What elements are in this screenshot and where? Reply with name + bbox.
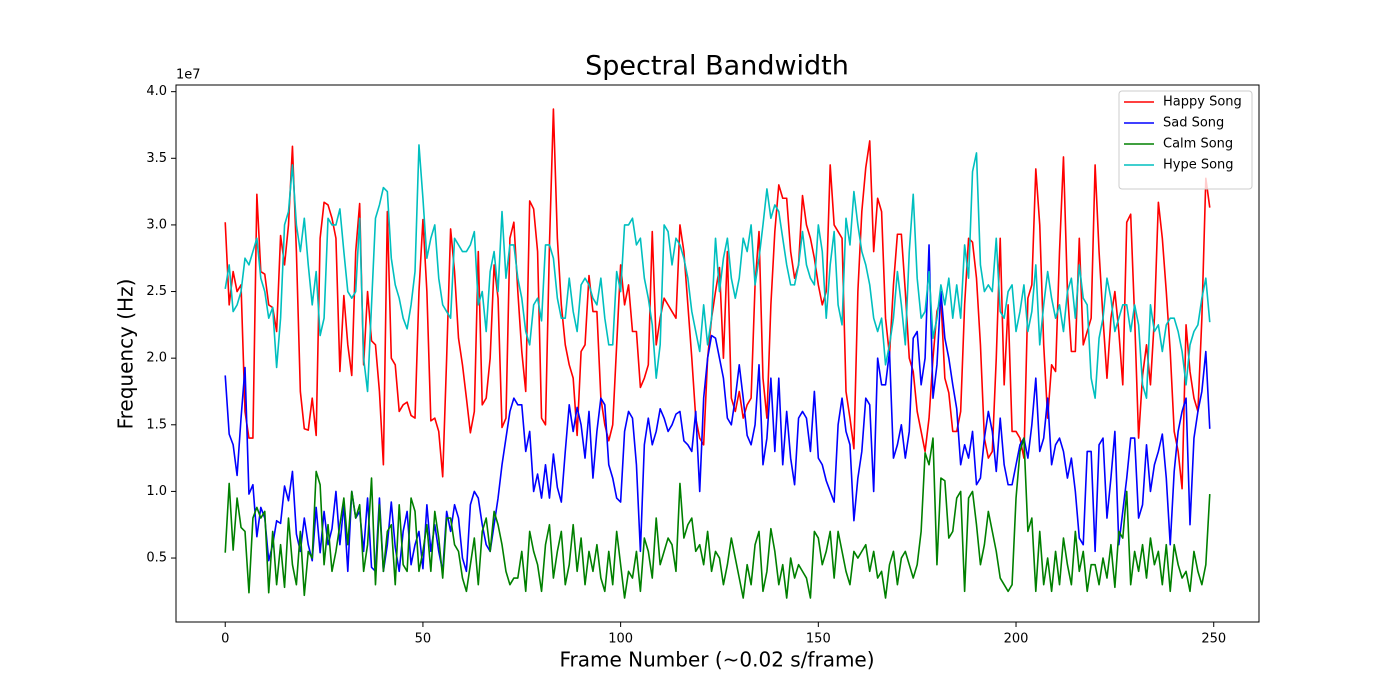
x-tick-label: 100 — [608, 632, 633, 647]
x-tick-label: 200 — [1004, 632, 1029, 647]
legend-label: Happy Song — [1163, 95, 1242, 110]
legend-label: Sad Song — [1163, 116, 1224, 131]
y-axis-label: Frequency (Hz) — [114, 279, 138, 430]
x-tick-label: 0 — [221, 632, 229, 647]
x-axis-label: Frame Number (~0.02 s/frame) — [559, 648, 874, 672]
line-series — [224, 144, 1211, 399]
chart-title: Spectral Bandwidth — [585, 51, 849, 82]
y-tick-label: 0.5 — [146, 551, 167, 566]
line-series — [224, 108, 1211, 490]
x-tick-label: 150 — [806, 632, 831, 647]
y-tick-label: 1.0 — [146, 484, 167, 499]
legend-label: Calm Song — [1163, 137, 1233, 152]
y-offset-label: 1e7 — [176, 68, 201, 83]
y-tick-label: 3.5 — [146, 151, 167, 166]
x-tick-label: 250 — [1201, 632, 1226, 647]
line-series — [224, 244, 1211, 573]
y-tick-label: 3.0 — [146, 217, 167, 232]
y-tick-label: 2.5 — [146, 284, 167, 299]
y-tick-label: 1.5 — [146, 417, 167, 432]
x-tick-label: 50 — [415, 632, 432, 647]
plot-frame — [175, 84, 1260, 623]
legend-label: Hype Song — [1163, 158, 1234, 173]
y-tick-label: 4.0 — [146, 84, 167, 99]
line-series — [224, 437, 1211, 599]
y-tick-label: 2.0 — [146, 351, 167, 366]
